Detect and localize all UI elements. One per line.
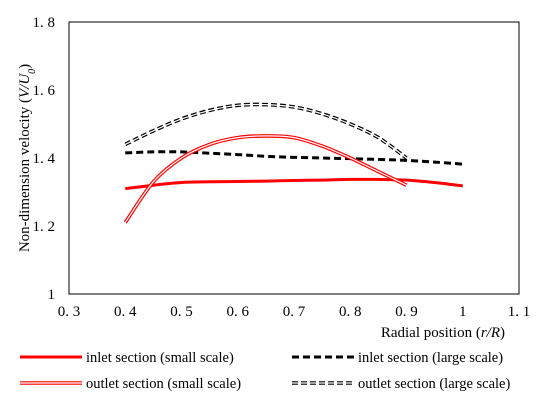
legend: inlet section (small scale) inlet section…	[20, 350, 510, 392]
series-line-outlet-small-scale	[123, 134, 408, 224]
y-tick-label: 1	[48, 287, 56, 303]
y-tick-label: 1. 4	[33, 151, 56, 167]
x-tick-label: 0. 3	[58, 304, 81, 320]
series-line-inlet-large-scale	[125, 150, 463, 166]
x-tick-label: 1. 1	[508, 304, 531, 320]
legend-item-inlet-small-scale: inlet section (small scale)	[20, 350, 234, 366]
y-tick-label: 1. 2	[33, 219, 56, 235]
y-axis-title: Non-dimension velocity (V/U0)	[17, 64, 38, 252]
series-line-outlet-large-scale	[124, 102, 408, 160]
x-tick-label: 0. 9	[395, 304, 418, 320]
legend-label: inlet section (small scale)	[86, 350, 234, 366]
legend-label: inlet section (large scale)	[358, 350, 503, 366]
y-tick-label: 1. 8	[33, 15, 56, 31]
x-tick-label: 0. 5	[170, 304, 193, 320]
plot-frame	[68, 21, 520, 295]
x-tick-label: 0. 7	[283, 304, 306, 320]
x-axis-title: Radial position (r/R)	[381, 325, 505, 341]
series-layer	[123, 102, 463, 224]
series-line-inlet-small-scale	[125, 177, 463, 191]
y-axis-ticks: 1 1. 2 1. 4 1. 6 1. 8	[33, 15, 56, 303]
x-tick-label: 0. 8	[339, 304, 362, 320]
legend-label: outlet section (large scale)	[358, 376, 510, 392]
x-axis-ticks: 0. 3 0. 4 0. 5 0. 6 0. 7 0. 8 0. 9 1 1. 1	[58, 304, 531, 320]
legend-item-inlet-large-scale: inlet section (large scale)	[292, 350, 503, 366]
x-tick-label: 1	[459, 304, 467, 320]
x-tick-label: 0. 4	[114, 304, 137, 320]
legend-item-outlet-small-scale: outlet section (small scale)	[20, 376, 241, 392]
y-tick-label: 1. 6	[33, 83, 56, 99]
legend-item-outlet-large-scale: outlet section (large scale)	[292, 376, 510, 392]
x-tick-label: 0. 6	[227, 304, 250, 320]
legend-label: outlet section (small scale)	[86, 376, 241, 392]
